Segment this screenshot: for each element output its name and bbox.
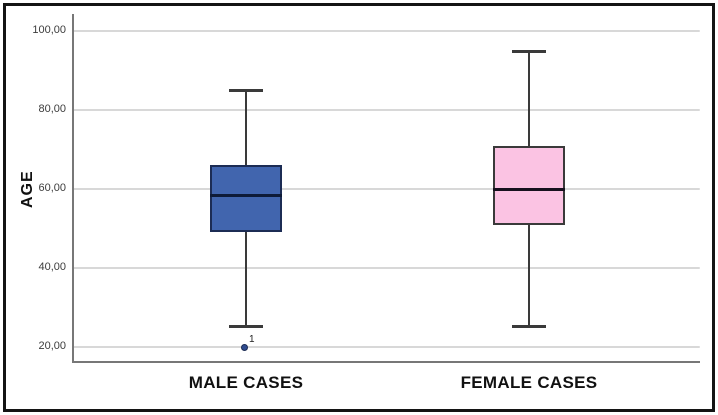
y-axis-line — [72, 14, 74, 361]
y-tick-label: 80,00 — [38, 103, 66, 115]
gridline-40 — [72, 267, 700, 269]
gridline-60 — [72, 188, 700, 190]
whisker-upper — [528, 50, 530, 146]
box-female — [493, 145, 565, 225]
y-tick-label: 20,00 — [38, 340, 66, 352]
whisker-cap-top — [512, 49, 546, 53]
y-tick-label: 40,00 — [38, 261, 66, 273]
box-male — [210, 165, 282, 233]
y-tick-label: 100,00 — [32, 24, 66, 36]
figure-frame: AGE 100,00 80,00 60,00 40,00 20,00 1 MALE CASE… — [3, 3, 715, 412]
category-label-male: MALE CASES — [188, 373, 304, 392]
chart-area: AGE 100,00 80,00 60,00 40,00 20,00 1 MALE CASE… — [6, 6, 712, 409]
outlier-case-label: 1 — [249, 334, 255, 345]
outlier-point — [241, 344, 248, 351]
whisker-lower — [528, 224, 530, 328]
category-label-female: FEMALE CASES — [460, 373, 598, 392]
whisker-upper — [245, 90, 247, 166]
whisker-cap-bottom — [229, 325, 263, 329]
whisker-lower — [245, 232, 247, 328]
x-axis-line — [72, 361, 700, 363]
whisker-cap-bottom — [512, 325, 546, 329]
median-line — [210, 193, 282, 197]
median-line — [493, 188, 565, 191]
gridline-80 — [72, 109, 700, 111]
gridline-20 — [72, 346, 700, 348]
gridline-100 — [72, 30, 700, 32]
y-tick-label: 60,00 — [38, 182, 66, 194]
whisker-cap-top — [229, 89, 263, 93]
